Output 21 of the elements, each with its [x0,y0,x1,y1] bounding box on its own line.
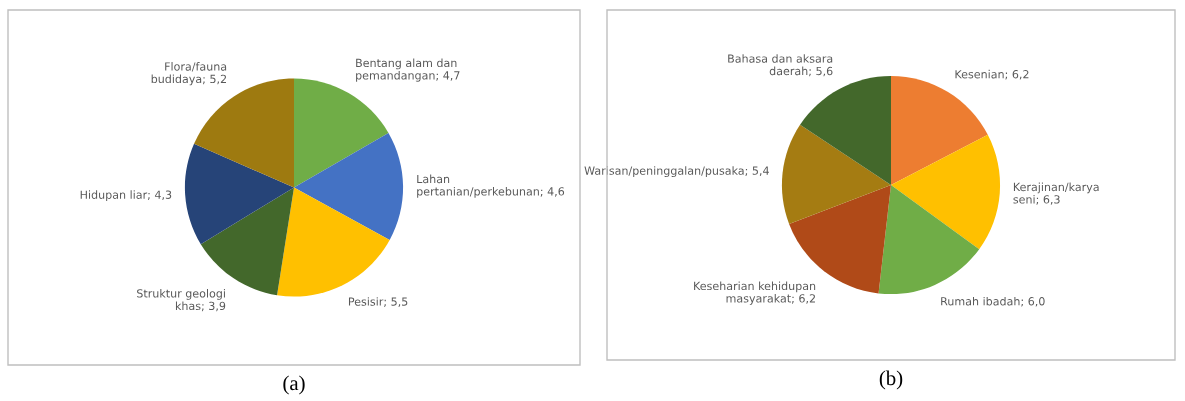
slice-label: Flora/fauna budidaya; 5,2 [151,62,227,86]
slice-label: Keseharian kehidupan masyarakat; 6,2 [694,281,816,305]
slice-label: Kesenian; 6,2 [955,69,1029,80]
text: (a) [283,375,305,395]
slice-label: Hidupan liar; 4,3 [80,190,172,202]
pie-slice [891,134,1001,250]
pie-slice [800,75,891,185]
pie-slice [294,132,404,240]
pie-slice [277,187,390,297]
pie-slice [878,185,980,295]
slice-label: Warisan/peninggalan/pusaka; 5,4 [584,166,769,177]
slice-label: Pesisir; 5,5 [348,297,408,307]
slice-label: Bentang alam dan pemandangan; 4,7 [356,58,460,82]
slice-label: Bahasa dan aksara daerah; 5,6 [728,54,833,77]
pie-slice [781,124,891,224]
text: (b) [879,370,903,390]
slice-label: Lahan pertanian/perkebunan; 4,6 [417,174,565,198]
slice-label: Struktur geologi khas; 3,9 [137,289,226,312]
pie-slice [184,143,294,245]
slice-label: Rumah ibadah; 6,0 [941,296,1045,307]
slice-label: Kerajinan/karya seni; 6,3 [1013,182,1099,205]
